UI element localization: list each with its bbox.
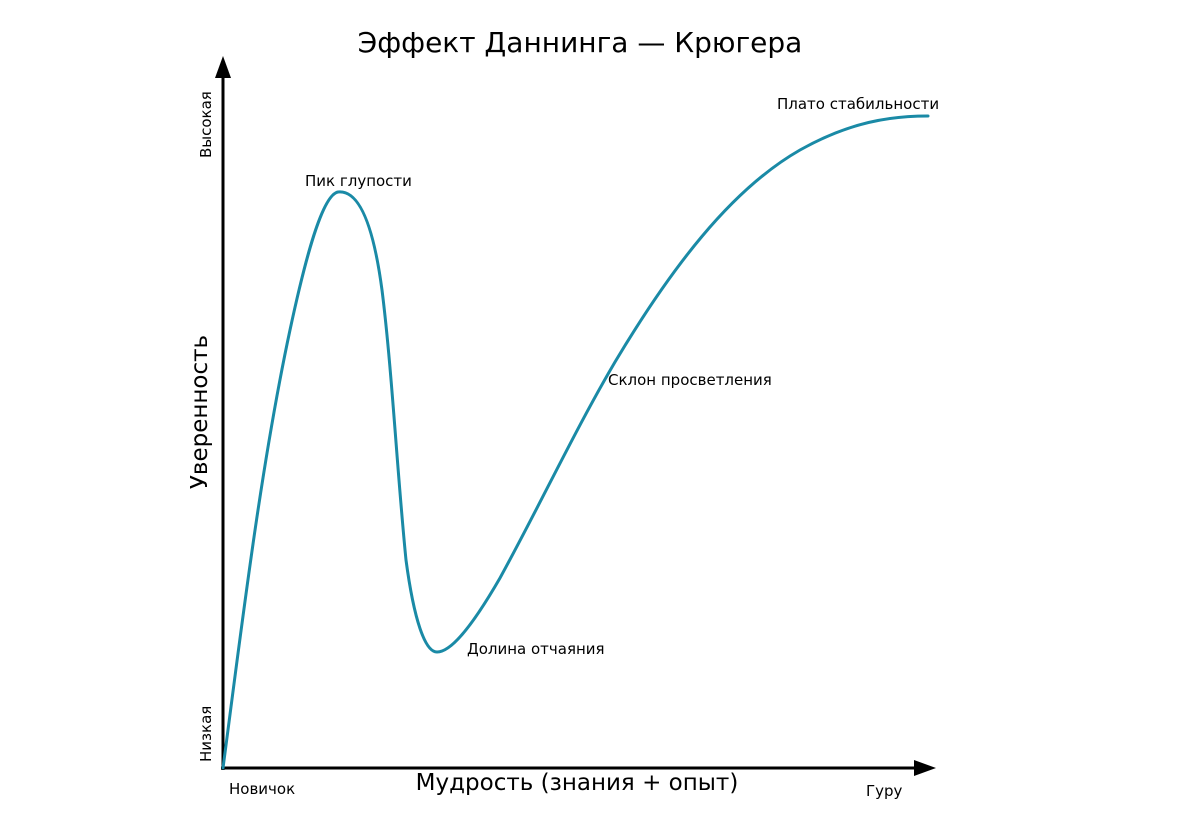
x-axis-arrow (914, 760, 936, 776)
annotation-slope: Склон просветления (608, 371, 772, 389)
annotation-plateau: Плато стабильности (777, 95, 939, 113)
y-axis-title: Уверенность (187, 335, 213, 489)
y-axis (215, 56, 231, 770)
diagram-title: Эффект Даннинга — Крюгера (358, 26, 803, 59)
y-axis-low-label: Низкая (197, 706, 215, 762)
x-axis-end-label: Гуру (866, 782, 903, 800)
x-axis-title: Мудрость (знания + опыт) (416, 770, 739, 796)
confidence-curve (221, 114, 930, 770)
x-axis-start-label: Новичок (229, 780, 295, 798)
y-axis-arrow (215, 56, 231, 78)
x-axis (221, 760, 936, 776)
annotation-peak: Пик глупости (305, 172, 412, 190)
y-axis-high-label: Высокая (197, 91, 215, 158)
annotation-valley: Долина отчаяния (467, 640, 605, 658)
